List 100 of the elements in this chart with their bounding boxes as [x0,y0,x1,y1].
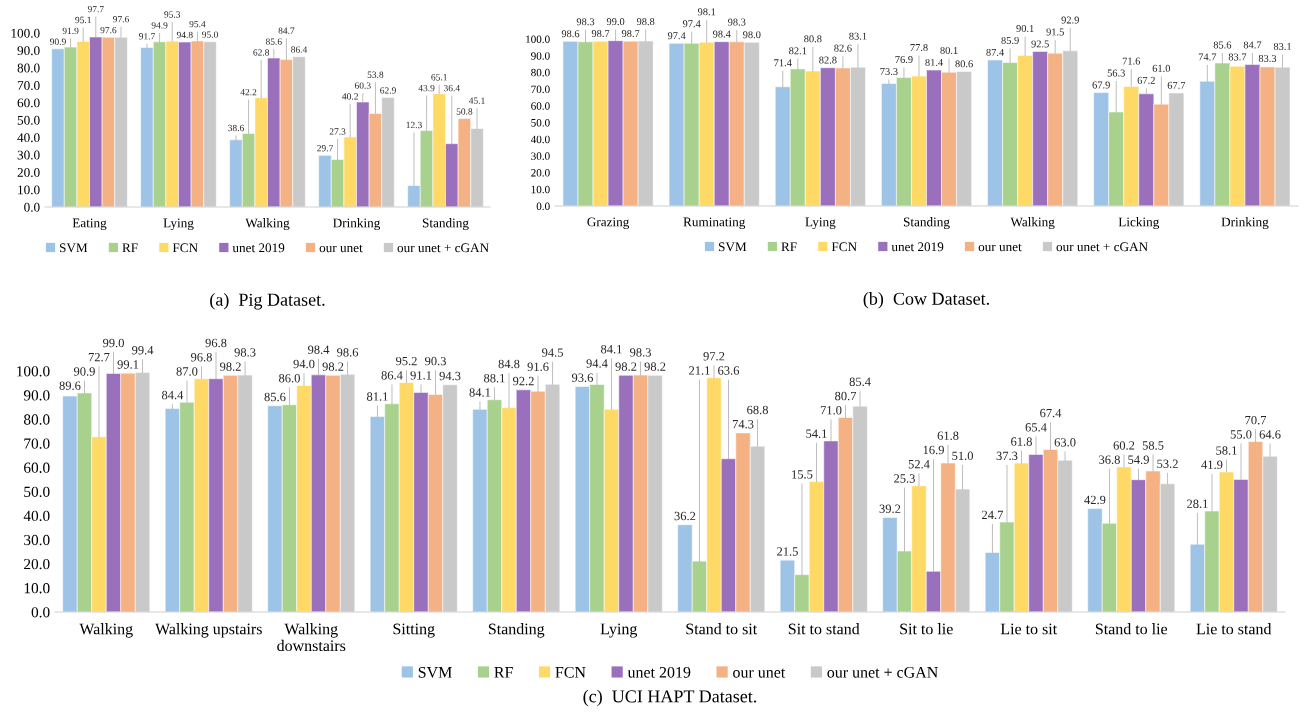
data-label: 71.0 [820,406,842,415]
y-tick-label: 50.0 [17,115,40,125]
data-label: 67.4 [1040,408,1062,418]
data-label: 12.3 [406,121,422,129]
data-label: 97.6 [113,16,129,23]
x-tick-label: Sit to stand [788,623,860,635]
data-label: 62.8 [253,49,270,56]
data-label: 54.9 [1128,455,1149,464]
data-label: 82.6 [834,44,852,52]
data-label: 96.8 [190,352,212,362]
data-label: 91.1 [410,371,432,380]
legend-label: our unet [319,244,363,253]
data-label: 65.4 [1025,423,1047,432]
data-label: 99.1 [117,360,139,369]
data-label: 72.7 [88,352,110,362]
data-label: 98.3 [630,348,651,357]
data-label: 88.1 [484,373,505,383]
data-label: 87.0 [176,367,198,376]
data-label: 98.6 [337,348,359,357]
data-label: 81.4 [925,58,943,66]
data-label: 98.3 [234,348,256,357]
y-tick-label: 60.0 [17,98,40,108]
y-tick-label: 60.0 [24,462,50,473]
y-tick-label: 10.0 [531,185,550,194]
data-label: 51.0 [952,451,974,461]
legend-label: our unet + cGAN [827,666,938,678]
data-label: 80.7 [835,391,857,401]
x-tick-label: Walking [245,218,290,231]
x-tick-label: Walking downstairs [277,623,346,652]
data-label: 98.8 [636,18,655,26]
data-label: 65.1 [431,74,447,81]
data-label: 67.7 [1167,81,1186,89]
legend-label: RF [781,242,797,252]
y-tick-label: 40.0 [530,135,550,144]
data-label: 42.2 [240,88,257,96]
data-label: 50.8 [456,108,473,115]
data-label: 21.1 [689,366,710,375]
data-label: 83.1 [1273,42,1292,51]
data-label: 91.6 [527,362,549,372]
data-label: 89.6 [59,381,81,390]
data-label: 98.7 [591,30,610,38]
y-tick-label: 20.0 [17,168,40,177]
data-label: 36.2 [674,511,696,521]
x-tick-label: Eating [72,218,107,231]
data-label: 98.4 [712,30,731,38]
data-label: 80.1 [940,46,958,55]
x-tick-label: Standing [488,623,545,638]
data-label: 98.6 [561,30,580,38]
data-label: 92.9 [1061,16,1079,24]
data-label: 98.2 [644,362,666,371]
data-label: 38.6 [228,124,244,132]
data-label: 63.6 [718,366,740,375]
y-tick-label: 100.0 [526,35,550,44]
data-label: 67.9 [1092,81,1110,89]
data-label: 71.6 [1122,57,1141,65]
legend-label: our unet [733,668,786,678]
data-label: 93.6 [571,373,594,382]
x-tick-label: Stand to sit [686,623,758,635]
data-label: 98.2 [220,362,241,371]
data-label: 92.2 [512,376,534,386]
data-label: 98.3 [727,18,746,26]
y-tick-label: 50.0 [531,118,550,127]
y-tick-label: 10.0 [24,583,50,594]
x-tick-label: Lying [805,217,836,230]
y-tick-label: 100.0 [11,28,40,38]
data-label: 77.8 [910,44,928,52]
y-tick-label: 0.0 [31,607,50,618]
data-label: 99.4 [132,345,154,355]
data-label: 95.2 [395,356,417,366]
y-tick-label: 40.0 [17,133,40,143]
data-label: 94.9 [151,22,168,29]
text: (a) Pig Dataset. [210,293,325,310]
data-label: 98.2 [615,362,637,371]
x-tick-label: Lying [600,623,638,638]
x-tick-label: Lie to sit [1000,623,1058,635]
y-tick-label: 0.0 [24,202,40,212]
y-tick-label: 10.0 [18,185,40,195]
legend-label: RF [494,667,513,678]
x-tick-label: Standing [903,217,950,230]
data-label: 85.6 [1213,41,1232,49]
data-label: 90.1 [1016,24,1034,33]
data-label: 36.8 [1099,455,1120,464]
legend-label: SVM [718,242,747,252]
data-label: 83.3 [1258,54,1277,62]
data-label: 92.5 [1031,40,1049,48]
legend-label: RF [122,243,138,253]
data-label: 64.6 [1259,430,1281,439]
data-label: 60.2 [1113,441,1135,450]
x-tick-label: Grazing [587,217,630,230]
x-tick-label: Walking upstairs [155,623,262,638]
data-label: 95.1 [75,16,91,24]
data-label: 80.6 [955,60,973,68]
x-tick-label: Licking [1118,217,1160,230]
data-label: 84.1 [601,344,622,354]
x-tick-label: Standing [422,218,469,231]
data-label: 24.7 [982,510,1004,520]
legend-label: unet 2019 [232,243,285,253]
data-label: 94.3 [439,371,461,381]
y-tick-label: 30.0 [531,152,550,160]
data-label: 82.8 [819,56,837,64]
